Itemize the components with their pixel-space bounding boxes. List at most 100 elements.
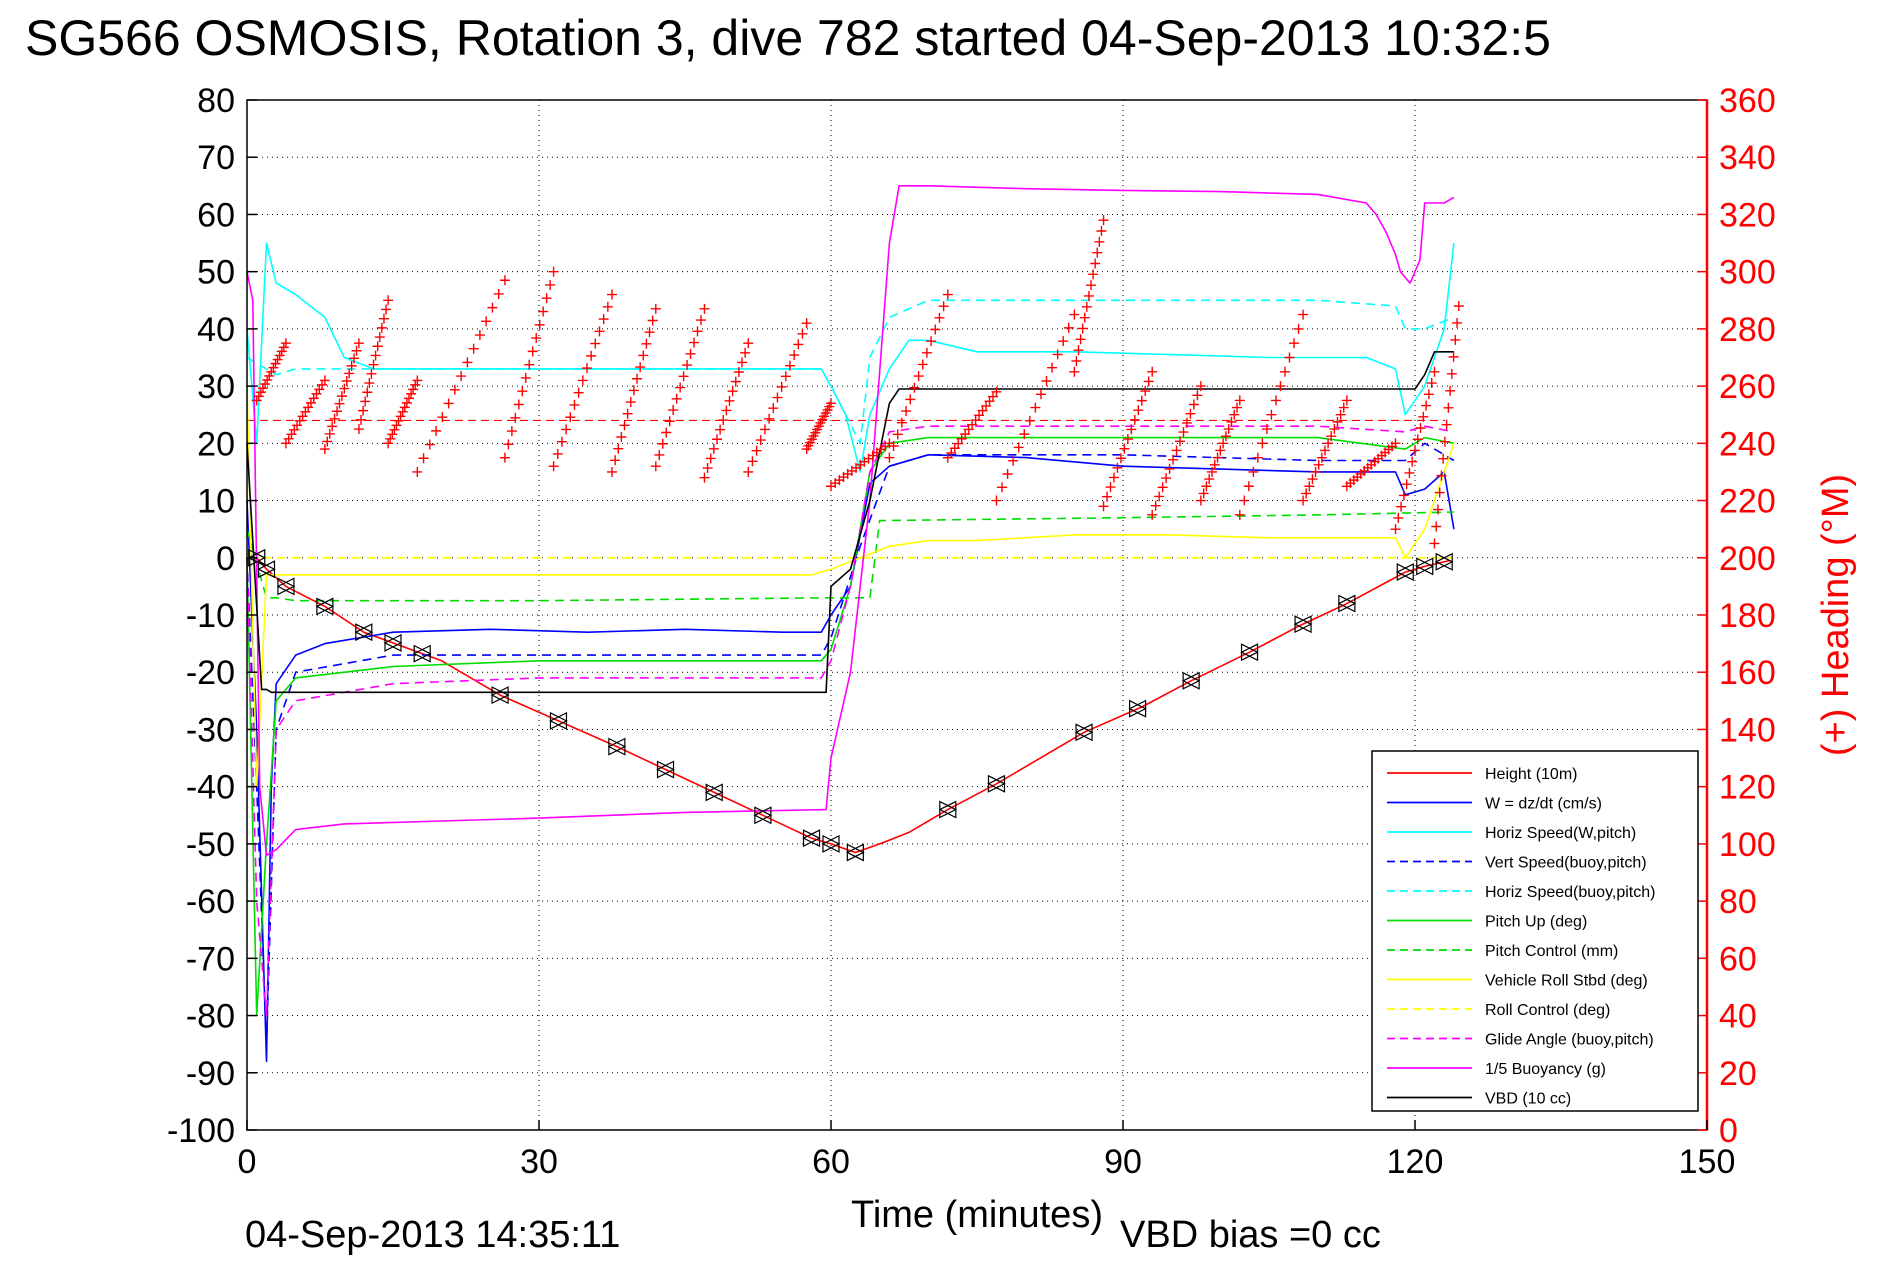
- heading-marker: [1083, 290, 1094, 301]
- footer-timestamp: 04-Sep-2013 14:35:11: [245, 1214, 620, 1256]
- heading-marker: [657, 438, 668, 449]
- heading-marker: [370, 350, 381, 361]
- heading-marker: [548, 266, 559, 277]
- height-marker-left: [276, 577, 295, 596]
- heading-marker: [364, 378, 375, 389]
- heading-marker: [733, 367, 744, 378]
- heading-marker: [705, 453, 716, 464]
- heading-marker: [1063, 322, 1074, 333]
- heading-marker: [1212, 452, 1223, 463]
- legend: Height (10m) W = dz/dt (cm/s) Horiz Speed(…: [1371, 750, 1699, 1112]
- series-line: [246, 425, 1455, 1017]
- heading-marker: [344, 368, 355, 379]
- heading-marker: [650, 303, 661, 314]
- heading-marker: [884, 452, 895, 463]
- heading-marker: [561, 424, 572, 435]
- heading-marker: [276, 346, 287, 357]
- heading-marker: [1293, 323, 1304, 334]
- heading-marker: [1301, 488, 1312, 499]
- heading-marker: [607, 289, 617, 300]
- height-marker-left: [315, 597, 334, 616]
- heading-marker: [1147, 509, 1158, 520]
- heading-marker: [1313, 459, 1324, 470]
- heading-marker: [264, 370, 275, 381]
- heading-marker: [260, 379, 271, 390]
- heading-marker: [1438, 453, 1449, 464]
- heading-marker: [360, 396, 371, 407]
- heading-marker: [1209, 459, 1220, 470]
- heading-marker: [493, 288, 504, 299]
- heading-marker: [718, 415, 729, 426]
- y-tick-label-left: 40: [197, 311, 235, 349]
- heading-marker: [1393, 512, 1404, 523]
- heading-marker: [632, 373, 643, 384]
- heading-marker: [1289, 338, 1300, 349]
- heading-marker: [573, 387, 584, 398]
- heading-marker: [610, 455, 621, 466]
- y-tick-label-right: 160: [1719, 654, 1776, 692]
- y-tick-label-right: 240: [1719, 425, 1776, 463]
- y-tick-label-left: -40: [186, 769, 235, 807]
- heading-marker: [1412, 434, 1423, 445]
- heading-marker: [322, 436, 333, 447]
- heading-marker: [1432, 504, 1443, 515]
- heading-marker: [462, 357, 473, 368]
- x-tick-label: 0: [238, 1143, 257, 1181]
- heading-marker: [545, 279, 556, 290]
- heading-marker: [1024, 415, 1035, 426]
- heading-marker: [1270, 395, 1281, 406]
- heading-marker: [468, 343, 479, 354]
- heading-marker: [305, 397, 316, 408]
- heading-marker: [622, 408, 633, 419]
- heading-marker: [1448, 351, 1459, 362]
- heading-marker: [664, 416, 675, 427]
- legend-label: Vehicle Roll Stbd (deg): [1485, 973, 1648, 990]
- heading-marker: [524, 359, 535, 370]
- heading-marker: [374, 332, 385, 343]
- heading-marker: [1075, 334, 1086, 345]
- heading-marker: [759, 424, 770, 435]
- heading-marker: [319, 375, 330, 386]
- heading-marker: [437, 412, 448, 423]
- heading-marker: [410, 379, 421, 390]
- heading-marker: [1415, 423, 1426, 434]
- legend-label: Pitch Up (deg): [1485, 914, 1587, 931]
- height-marker-left: [1434, 552, 1453, 571]
- heading-marker: [1069, 309, 1080, 320]
- heading-marker: [740, 347, 751, 358]
- heading-marker: [1443, 402, 1454, 413]
- heading-marker: [638, 350, 649, 361]
- heading-marker: [393, 415, 404, 426]
- heading-marker: [1450, 334, 1461, 345]
- heading-marker: [1161, 473, 1172, 484]
- heading-marker: [531, 333, 542, 344]
- y-tick-label-right: 60: [1719, 940, 1757, 978]
- heading-marker: [541, 293, 552, 304]
- y-tick-label-right: 120: [1719, 769, 1776, 807]
- legend-box: [1371, 750, 1699, 1112]
- y-tick-label-right: 220: [1719, 483, 1776, 521]
- height-marker-left: [656, 760, 675, 779]
- heading-marker: [1453, 301, 1464, 311]
- heading-marker: [699, 472, 710, 483]
- heading-marker: [412, 466, 423, 477]
- heading-marker: [1115, 453, 1126, 464]
- heading-marker: [1092, 247, 1103, 258]
- height-marker-left: [987, 774, 1006, 793]
- heading-marker: [1223, 424, 1234, 435]
- heading-marker: [692, 326, 703, 337]
- x-axis-label: Time (minutes): [851, 1194, 1103, 1236]
- heading-marker: [387, 429, 398, 440]
- height-marker-left: [1181, 671, 1200, 690]
- heading-marker: [329, 413, 340, 424]
- heading-marker: [1220, 431, 1231, 442]
- chart-title: SG566 OSMOSIS, Rotation 3, dive 782 star…: [25, 10, 1551, 66]
- height-marker-left: [753, 806, 772, 825]
- heading-marker: [1407, 456, 1418, 467]
- heading-marker: [401, 397, 412, 408]
- heading-marker: [1175, 436, 1186, 447]
- heading-marker: [1316, 452, 1327, 463]
- heading-marker: [503, 439, 514, 450]
- footer-vbd-bias: VBD bias =0 cc: [1120, 1214, 1381, 1256]
